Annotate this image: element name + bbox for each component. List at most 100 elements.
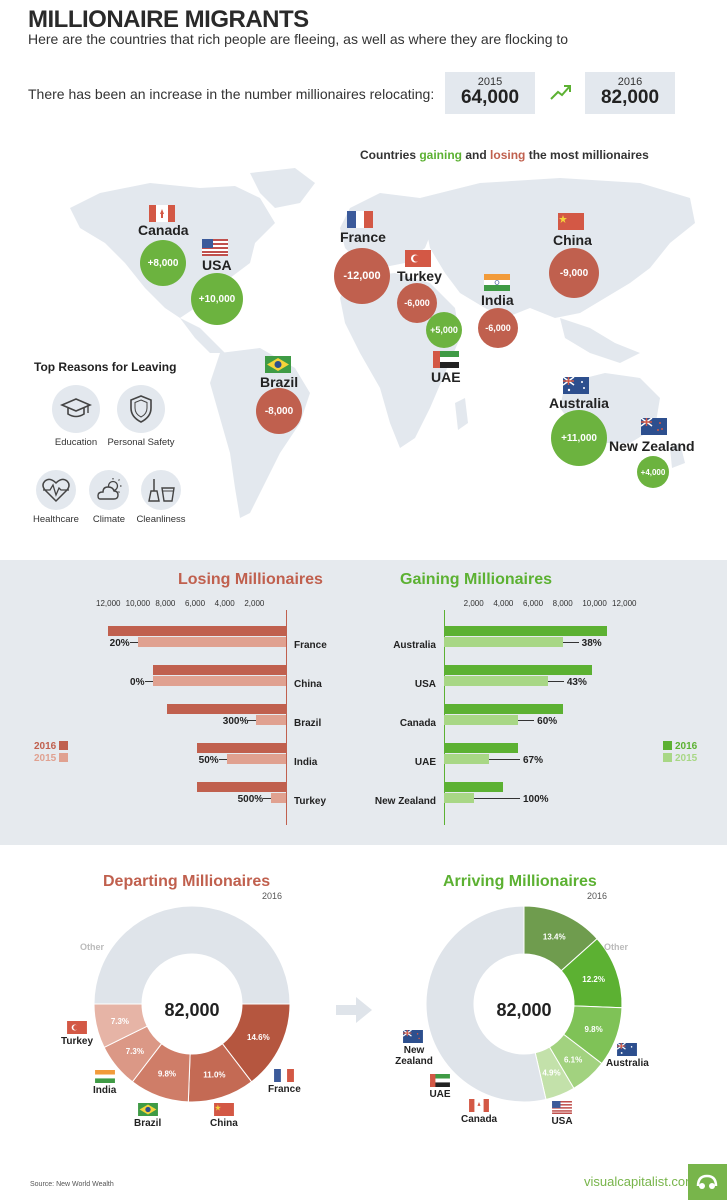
slice-country: New Zealand [395, 1045, 433, 1067]
new-zealand-flag-icon [641, 418, 667, 435]
tick-label: 8,000 [552, 599, 573, 608]
arrow-right-icon [334, 994, 374, 1031]
arriving-label-new-zealand: New Zealand [392, 1030, 436, 1067]
slice-country: Australia [606, 1058, 649, 1069]
departing-label-brazil: Brazil [134, 1103, 161, 1129]
departing-label-turkey: Turkey [61, 1021, 93, 1047]
canada-flag-icon [149, 205, 175, 222]
slice-percent-label: 6.1% [564, 1055, 582, 1064]
bar-2015 [444, 715, 519, 725]
slice-country: China [210, 1118, 238, 1129]
gaining-chart-title: Gaining Millionaires [400, 571, 553, 588]
tick-label: 6,000 [523, 599, 544, 608]
label-uae: UAE [431, 369, 461, 385]
change-label: 100% [523, 794, 549, 805]
change-pointer [218, 759, 227, 760]
departing-label-china: China [210, 1103, 238, 1129]
label-india: India [481, 292, 514, 308]
reason-climate: Climate [74, 470, 144, 525]
heading-text: and [462, 148, 491, 162]
bar-2016 [444, 626, 608, 636]
slice-country: India [93, 1085, 117, 1096]
bar-2015 [444, 637, 563, 647]
shield-icon [117, 385, 165, 433]
reasons-title: Top Reasons for Leaving [34, 360, 177, 374]
india-flag-icon [94, 1070, 115, 1083]
brand-link[interactable]: visualcapitalist.com [584, 1174, 696, 1189]
departing-title: Departing Millionaires [103, 873, 271, 890]
tick-label: 10,000 [582, 599, 607, 608]
turkey-flag-icon [67, 1021, 87, 1034]
departing-label-france: France [268, 1069, 301, 1095]
change-label: 67% [523, 755, 544, 766]
arriving-center-value: 82,000 [496, 1000, 552, 1020]
departing-donut: 14.6% 11.0% 9.8% 7.3% 7.3% [93, 905, 291, 1103]
tick-label: 2,000 [244, 599, 265, 608]
brand-logo-icon [688, 1164, 727, 1200]
change-pointer [518, 720, 535, 721]
slice-percent-label: 7.3% [111, 1017, 129, 1026]
source-note: Source: New World Wealth [30, 1181, 114, 1188]
slice-other [425, 905, 547, 1103]
year-box-2016: 2016 82,000 [585, 72, 675, 114]
turkey-flag-icon [405, 250, 431, 267]
reason-label: Healthcare [33, 514, 79, 525]
tick-label: 12,000 [96, 599, 121, 608]
new-zealand-landmass [670, 443, 685, 468]
change-pointer [248, 720, 257, 721]
slice-percent-label: 11.0% [203, 1071, 225, 1080]
tick-label: 4,000 [214, 599, 235, 608]
usa-flag-icon [552, 1101, 572, 1114]
southeast-asia-landmass [560, 318, 640, 363]
change-label: 0% [130, 677, 145, 688]
change-pointer [144, 681, 153, 682]
change-pointer [547, 681, 564, 682]
brazil-flag-icon [265, 356, 291, 373]
label-usa: USA [202, 257, 232, 273]
madagascar-landmass [455, 398, 468, 430]
bar-category-label: China [294, 679, 322, 690]
reason-personal-safety: Personal Safety [106, 385, 176, 448]
slice-other [93, 905, 291, 1005]
slice-country: Turkey [61, 1036, 94, 1047]
bar-category-label: Australia [393, 640, 436, 651]
slice-country: USA [551, 1116, 573, 1127]
label-china: China [553, 232, 592, 248]
graduation-cap-icon [52, 385, 100, 433]
bubble-brazil: -8,000 [256, 388, 302, 434]
year-value: 64,000 [460, 87, 520, 108]
slice-percent-label: 13.4% [543, 932, 566, 941]
page-subtitle: Here are the countries that rich people … [28, 31, 569, 47]
losing-chart-title: Losing Millionaires [178, 571, 323, 588]
arriving-other-label: Other [604, 942, 629, 952]
bubble-usa: +10,000 [191, 273, 243, 325]
bar-2015 [444, 754, 489, 764]
bubble-china: -9,000 [549, 248, 599, 298]
reason-label: Personal Safety [107, 437, 175, 448]
departing-center-value: 82,000 [164, 1000, 220, 1020]
legend-swatch [59, 741, 69, 750]
bubble-france: -12,000 [334, 248, 390, 304]
legend-swatch [59, 753, 69, 762]
change-label: 300% [222, 716, 249, 727]
year-box-2015: 2015 64,000 [445, 72, 535, 114]
arriving-label-australia: Australia [606, 1043, 649, 1069]
bar-2016 [197, 743, 286, 753]
bar-2016 [167, 704, 286, 714]
label-brazil: Brazil [260, 374, 299, 390]
slice-country: Brazil [134, 1118, 162, 1129]
france-flag-icon [347, 211, 373, 228]
bar-2015 [226, 754, 286, 764]
gaining-legend-2015: 2015 [663, 753, 697, 764]
donut-hole [143, 955, 241, 1053]
losing-legend-2016: 2016 [34, 741, 69, 752]
bar-category-label: Turkey [294, 796, 327, 807]
losing-legend-2015: 2015 [34, 753, 69, 764]
reason-label: Cleanliness [136, 514, 186, 525]
change-pointer [562, 642, 579, 643]
bar-2016 [444, 704, 563, 714]
reason-healthcare: Healthcare [21, 470, 91, 525]
reason-education: Education [41, 385, 111, 448]
bar-2015 [271, 793, 286, 803]
year-label: 2015 [477, 76, 503, 88]
